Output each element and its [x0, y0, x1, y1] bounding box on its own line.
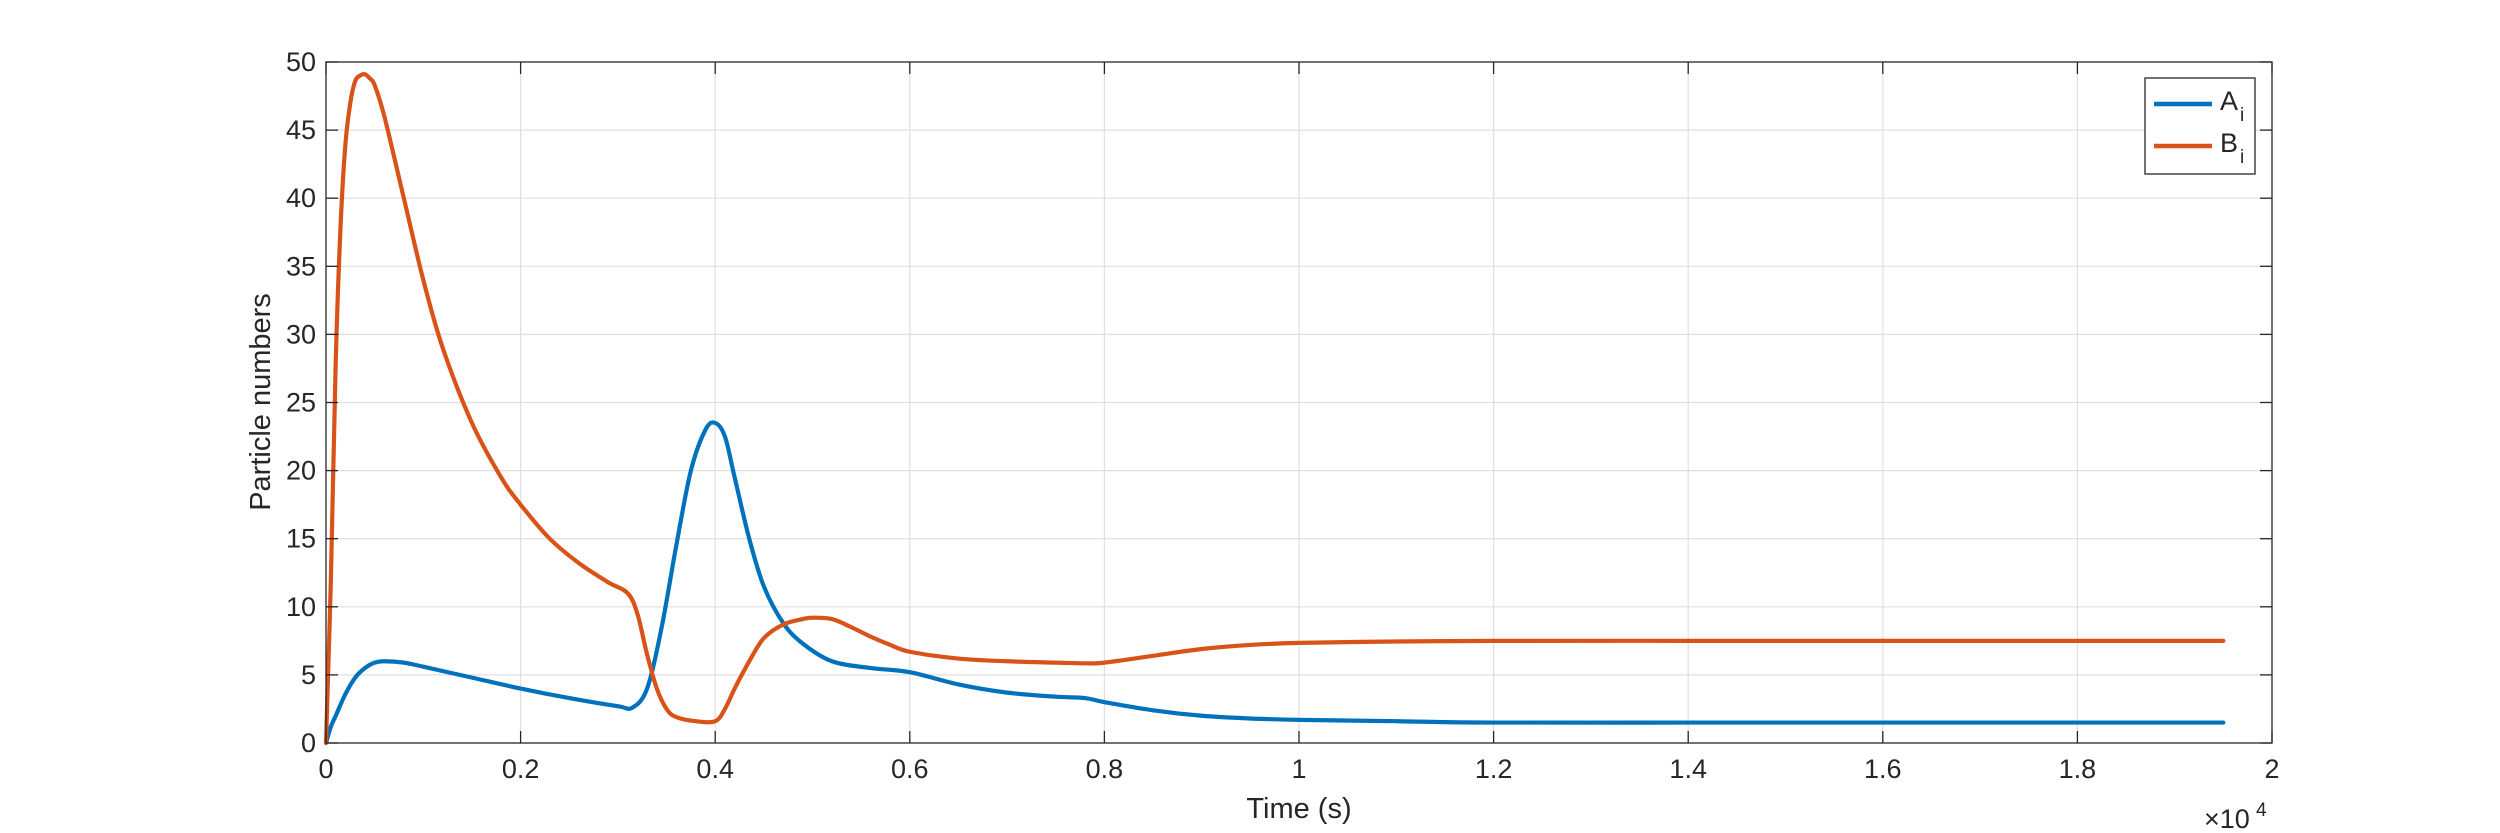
x-tick-label: 1.4 [1669, 754, 1707, 784]
y-tick-label: 35 [286, 251, 316, 281]
legend: A i B i [2144, 77, 2256, 175]
y-axis-label: Particle numbers [245, 293, 277, 511]
y-tick-label: 30 [286, 319, 316, 349]
x-axis-label: Time (s) [1246, 793, 1351, 825]
x-tick-label: 1.6 [1864, 754, 1902, 784]
series-line-b [323, 72, 2226, 746]
x-tick-label: 2 [2264, 754, 2279, 784]
y-tick-label: 10 [286, 592, 316, 622]
y-tick-label: 5 [301, 660, 316, 690]
x-tick-label: 1.2 [1475, 754, 1513, 784]
y-tick-label: 25 [286, 388, 316, 418]
series-layer [323, 72, 2226, 746]
x-exponent: ×10 4 [2204, 800, 2267, 833]
y-tick-label: 40 [286, 183, 316, 213]
legend-label-b: B [2220, 128, 2238, 158]
x-tick-label: 0.2 [502, 754, 540, 784]
x-tick-label: 1.8 [2059, 754, 2097, 784]
x-tick-label: 0.8 [1086, 754, 1124, 784]
series-line-a [323, 420, 2226, 746]
legend-label-a: A [2220, 86, 2238, 116]
x-tick-label: 0 [318, 754, 333, 784]
legend-sub-b: i [2240, 147, 2244, 168]
x-tick-label: 0.6 [891, 754, 929, 784]
x-exponent-base: ×10 [2204, 804, 2250, 833]
y-tick-label: 50 [286, 47, 316, 77]
y-tick-label: 20 [286, 456, 316, 486]
x-tick-label: 0.4 [696, 754, 734, 784]
y-tick-label: 15 [286, 524, 316, 554]
y-ticks: 0 5 10 15 20 25 30 35 40 45 50 [286, 47, 2272, 758]
y-tick-label: 0 [301, 728, 316, 758]
y-tick-label: 45 [286, 115, 316, 145]
y-grid [326, 129, 2272, 676]
legend-sub-a: i [2240, 105, 2244, 126]
x-exponent-power: 4 [2256, 800, 2267, 821]
legend-box [2144, 77, 2256, 175]
x-tick-label: 1 [1291, 754, 1306, 784]
x-ticks: 0 0.2 0.4 0.6 0.8 1 1.2 1.4 1.6 1.8 2 [318, 62, 2280, 784]
